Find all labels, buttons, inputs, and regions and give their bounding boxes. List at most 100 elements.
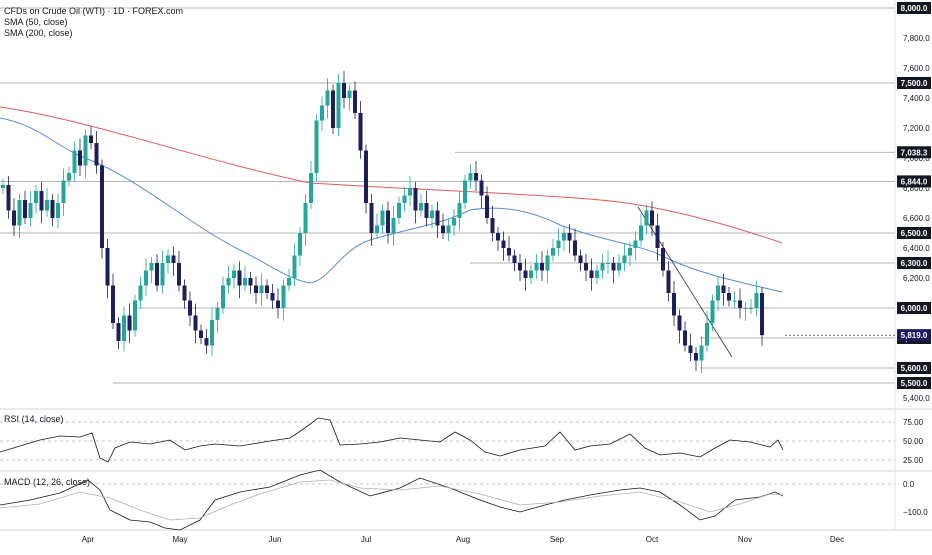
candle-124	[683, 321, 687, 352]
level-label-text: 6,500.0	[901, 229, 928, 238]
time-tick-aug: Aug	[456, 535, 470, 544]
candle-body	[683, 330, 687, 346]
price-tick-0: 5,400.0	[903, 394, 930, 403]
candle-body	[567, 233, 572, 241]
candle-113	[622, 243, 627, 272]
price-tick-7: 6,800.0	[903, 184, 930, 193]
candle-83	[457, 191, 462, 231]
candle-body	[78, 150, 82, 166]
candle-body	[380, 210, 385, 226]
candle-136	[749, 299, 753, 314]
price-tick-6: 6,600.0	[903, 214, 930, 223]
chart-title: CFDs on Crude Oil (WTI) · 1D · FOREX.com	[4, 6, 184, 16]
candle-body	[226, 278, 231, 286]
rsi-tick-0: 25.00	[903, 456, 924, 465]
candle-body	[743, 308, 748, 309]
trend-line	[637, 206, 733, 358]
candle-97	[534, 254, 539, 279]
candle-81	[446, 219, 451, 242]
level-label-1: 7,500.0	[897, 77, 931, 89]
candle-body	[50, 200, 55, 218]
candle-body	[89, 135, 93, 143]
candle-body	[611, 263, 616, 271]
candle-body	[727, 293, 731, 301]
candle-body	[309, 173, 313, 203]
candle-body	[155, 263, 159, 286]
candle-body	[303, 203, 308, 233]
candle-body	[694, 353, 698, 361]
level-label-text: 6,844.0	[901, 177, 928, 186]
last-price-label: 5,819.0	[897, 329, 931, 342]
rsi-legend: RSI (14, close)	[4, 414, 64, 424]
candle-17	[94, 131, 99, 174]
candle-102	[562, 227, 566, 251]
candle-87	[479, 174, 484, 209]
candle-body	[298, 233, 302, 256]
candle-body	[402, 195, 407, 203]
candle-117	[644, 204, 649, 234]
candle-68	[375, 213, 379, 239]
candle-body	[391, 218, 396, 233]
candle-128	[705, 311, 709, 352]
candle-132	[727, 287, 731, 307]
candle-5	[28, 191, 33, 227]
candle-body	[529, 270, 533, 278]
candle-body	[556, 240, 561, 248]
candle-61	[336, 74, 341, 137]
level-label-box	[897, 77, 931, 89]
level-label-2: 7,038.3	[897, 146, 931, 159]
candle-110	[606, 251, 610, 274]
candle-body	[710, 300, 715, 323]
candle-37	[204, 329, 209, 354]
candle-2	[12, 198, 16, 236]
candle-body	[138, 285, 143, 301]
candle-body	[430, 210, 434, 218]
rsi-tick-2: 75.00	[903, 418, 924, 427]
level-label-4: 6,500.0	[897, 227, 931, 239]
candle-52	[287, 269, 291, 292]
candle-24	[133, 294, 137, 337]
candle-body	[419, 203, 423, 211]
sma50-legend: SMA (50, close)	[4, 17, 68, 27]
candle-84	[463, 174, 467, 209]
candle-body	[578, 255, 583, 263]
candle-body	[523, 270, 528, 278]
candle-77	[424, 191, 429, 227]
candle-109	[600, 254, 605, 279]
candle-127	[699, 336, 704, 374]
candle-body	[259, 285, 264, 293]
candle-67	[369, 194, 374, 246]
candle-body	[595, 270, 599, 278]
candle-body	[485, 195, 489, 218]
candle-body	[166, 255, 170, 263]
candle-body	[639, 225, 643, 241]
candle-66	[364, 144, 368, 214]
candle-body	[331, 90, 335, 128]
candle-105	[578, 249, 583, 272]
candle-body	[204, 338, 209, 346]
candle-body	[232, 270, 236, 278]
time-tick-may: May	[172, 535, 187, 544]
candle-body	[551, 248, 555, 256]
candle-51	[281, 279, 286, 321]
candle-body	[633, 240, 638, 248]
level-label-text: 6,000.0	[901, 304, 928, 313]
level-label-box	[897, 302, 931, 314]
candle-body	[584, 263, 588, 271]
candle-body	[12, 210, 16, 226]
candle-3	[17, 194, 22, 239]
candle-49	[270, 284, 275, 309]
level-label-6: 6,000.0	[897, 302, 931, 314]
candle-body	[72, 150, 77, 173]
candle-34	[188, 291, 192, 326]
candle-119	[655, 213, 660, 261]
candle-22	[122, 306, 126, 352]
candle-123	[677, 309, 682, 344]
candle-body	[182, 285, 187, 301]
candle-59	[325, 78, 330, 119]
candle-body	[655, 225, 660, 248]
candle-body	[512, 255, 517, 263]
candle-body	[1, 185, 5, 188]
candle-body	[650, 210, 654, 226]
